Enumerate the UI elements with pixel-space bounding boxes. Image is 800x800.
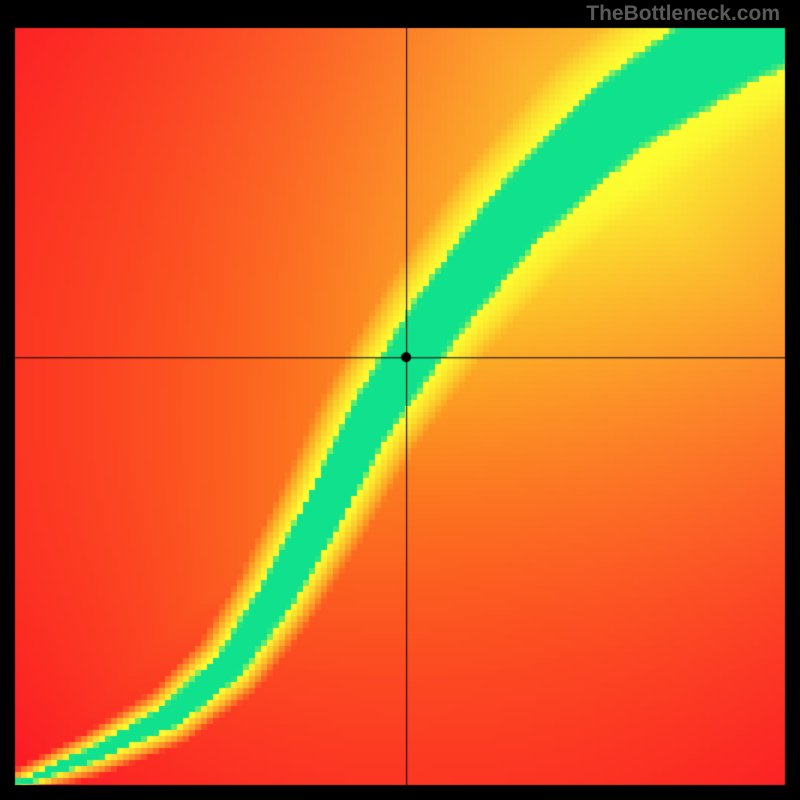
chart-container: TheBottleneck.com <box>0 0 800 800</box>
bottleneck-heatmap <box>0 0 800 800</box>
watermark-label: TheBottleneck.com <box>586 2 780 26</box>
